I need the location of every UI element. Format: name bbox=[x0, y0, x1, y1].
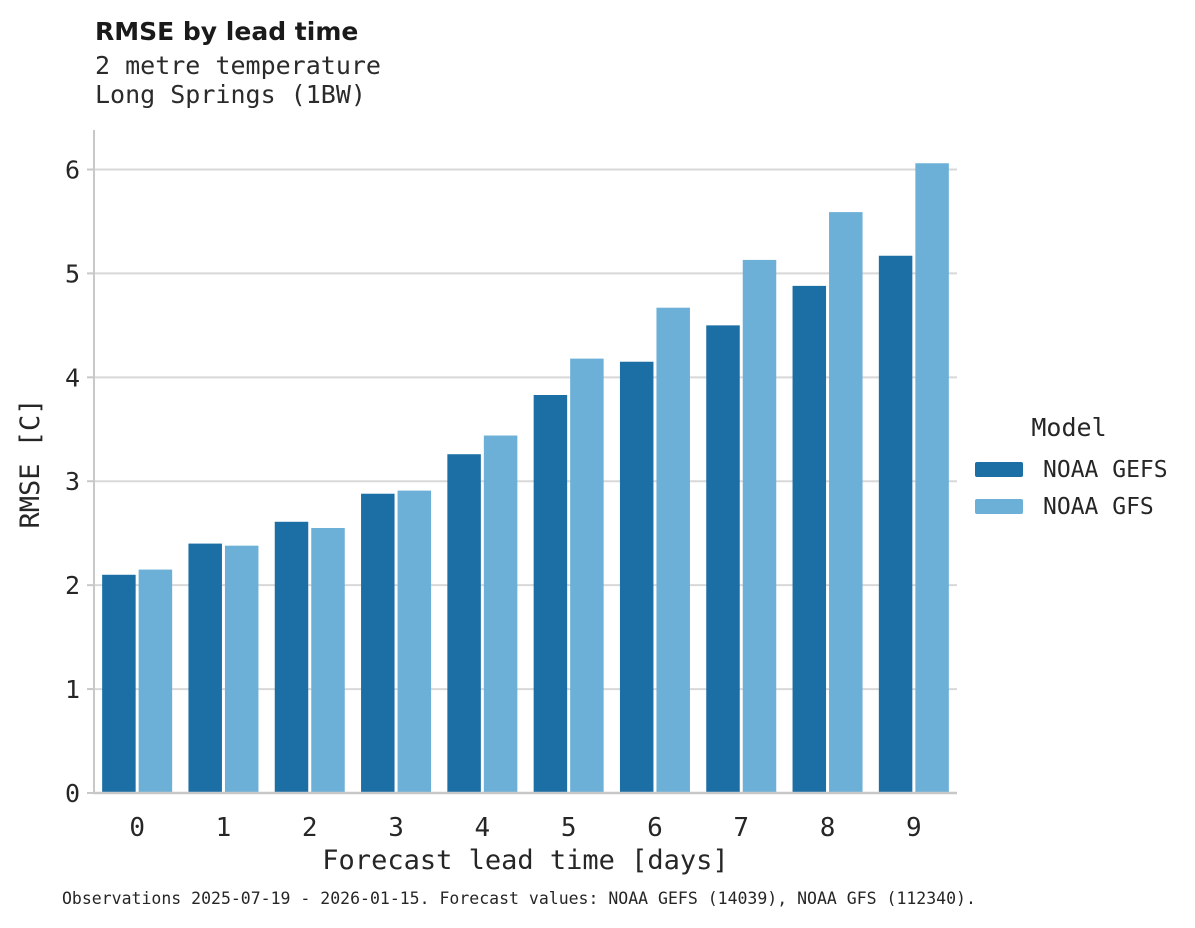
y-tick-label-2: 2 bbox=[65, 571, 80, 600]
legend-title: Model bbox=[1031, 413, 1107, 442]
x-tick-label-1: 1 bbox=[216, 813, 232, 843]
y-tick-label-1: 1 bbox=[65, 675, 80, 704]
bar-noaa-gfs-day-2 bbox=[311, 528, 345, 793]
bar-noaa-gfs-day-0 bbox=[138, 569, 173, 793]
chart-title: RMSE by lead time bbox=[95, 17, 359, 46]
bar-noaa-gfs-day-7 bbox=[742, 259, 777, 793]
bar-noaa-gefs-day-5 bbox=[533, 394, 568, 793]
bar-noaa-gefs-day-6 bbox=[619, 361, 654, 793]
bar-noaa-gfs-day-3 bbox=[397, 490, 432, 793]
x-tick-label-0: 0 bbox=[129, 813, 145, 843]
x-tick-label-2: 2 bbox=[302, 813, 318, 843]
x-tick-label-5: 5 bbox=[561, 813, 577, 843]
bar-noaa-gefs-day-3 bbox=[361, 493, 395, 793]
y-tick-label-3: 3 bbox=[65, 467, 80, 496]
x-tick-label-7: 7 bbox=[733, 813, 749, 843]
y-tick-label-0: 0 bbox=[65, 779, 80, 808]
legend-item-noaa-gefs: NOAA GEFS bbox=[975, 451, 1175, 488]
bar-noaa-gfs-day-1 bbox=[224, 545, 259, 793]
bar-noaa-gefs-day-2 bbox=[274, 521, 309, 793]
x-tick-label-6: 6 bbox=[647, 813, 663, 843]
x-axis-label: Forecast lead time [days] bbox=[322, 845, 729, 876]
bar-noaa-gfs-day-8 bbox=[829, 212, 863, 794]
y-tick-label-6: 6 bbox=[65, 155, 80, 184]
legend-item-noaa-gfs: NOAA GFS bbox=[975, 488, 1175, 525]
x-tick-label-4: 4 bbox=[475, 813, 491, 843]
legend: Model NOAA GEFS NOAA GFS bbox=[975, 412, 1175, 525]
legend-label-noaa-gfs: NOAA GFS bbox=[1043, 493, 1154, 520]
y-axis-label: RMSE [C] bbox=[15, 398, 46, 529]
bar-noaa-gfs-day-6 bbox=[656, 307, 690, 793]
bar-noaa-gfs-day-9 bbox=[915, 163, 949, 794]
chart-subtitle-variable: 2 metre temperature bbox=[95, 51, 381, 80]
footer-caption: Observations 2025-07-19 - 2026-01-15. Fo… bbox=[62, 889, 976, 908]
bar-noaa-gefs-day-7 bbox=[706, 325, 740, 793]
bar-noaa-gefs-day-1 bbox=[188, 543, 222, 793]
chart-subtitle-station: Long Springs (1BW) bbox=[95, 80, 366, 109]
legend-label-noaa-gefs: NOAA GEFS bbox=[1043, 456, 1168, 483]
y-tick-label-4: 4 bbox=[65, 363, 80, 392]
bar-noaa-gefs-day-0 bbox=[102, 574, 136, 793]
bar-noaa-gfs-day-5 bbox=[570, 358, 604, 793]
bar-noaa-gefs-day-4 bbox=[447, 454, 481, 793]
legend-swatch-noaa-gefs bbox=[975, 462, 1023, 477]
y-tick-label-5: 5 bbox=[65, 259, 80, 288]
x-tick-label-3: 3 bbox=[388, 813, 404, 843]
legend-entries: NOAA GEFS NOAA GFS bbox=[975, 451, 1175, 525]
x-tick-label-9: 9 bbox=[906, 813, 922, 843]
bar-noaa-gefs-day-9 bbox=[878, 255, 913, 793]
bar-noaa-gefs-day-8 bbox=[792, 285, 827, 793]
legend-swatch-noaa-gfs bbox=[975, 499, 1023, 514]
bar-noaa-gfs-day-4 bbox=[483, 435, 518, 793]
x-tick-label-8: 8 bbox=[820, 813, 836, 843]
